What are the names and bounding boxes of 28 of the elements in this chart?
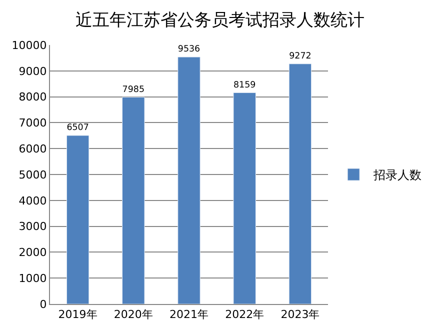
x-tick-label: 2022年: [225, 308, 264, 322]
y-tick-label: 10000: [12, 38, 47, 52]
x-tick-label: 2020年: [114, 308, 153, 322]
y-tick-label: 1000: [18, 272, 47, 285]
chart-title: 近五年江苏省公务员考试招录人数统计: [76, 10, 364, 30]
legend-label: 招录人数: [372, 168, 422, 182]
y-tick-label: 3000: [18, 220, 47, 234]
data-label: 6507: [66, 123, 89, 134]
data-label: 7985: [122, 84, 144, 95]
data-label: 9272: [289, 51, 312, 62]
y-tick-label: 9000: [18, 64, 47, 78]
y-tick-label: 4000: [18, 194, 47, 208]
x-tick-label: 2023年: [280, 308, 320, 322]
y-tick-label: 5000: [18, 168, 47, 182]
y-tick-label: 7000: [18, 116, 47, 130]
y-tick-label: 6000: [18, 142, 47, 156]
data-label: 9536: [178, 44, 200, 55]
bar: [178, 56, 200, 304]
x-tick-label: 2019年: [58, 308, 98, 322]
y-tick-label: 2000: [18, 246, 47, 260]
x-tick-label: 2021年: [170, 308, 208, 322]
data-label: 8159: [234, 80, 256, 90]
bar: [66, 135, 90, 304]
bar: [288, 64, 312, 304]
bar: [233, 92, 256, 304]
bar: [122, 96, 145, 304]
y-tick-label: 8000: [18, 90, 47, 104]
y-tick-label: 0: [40, 298, 47, 311]
